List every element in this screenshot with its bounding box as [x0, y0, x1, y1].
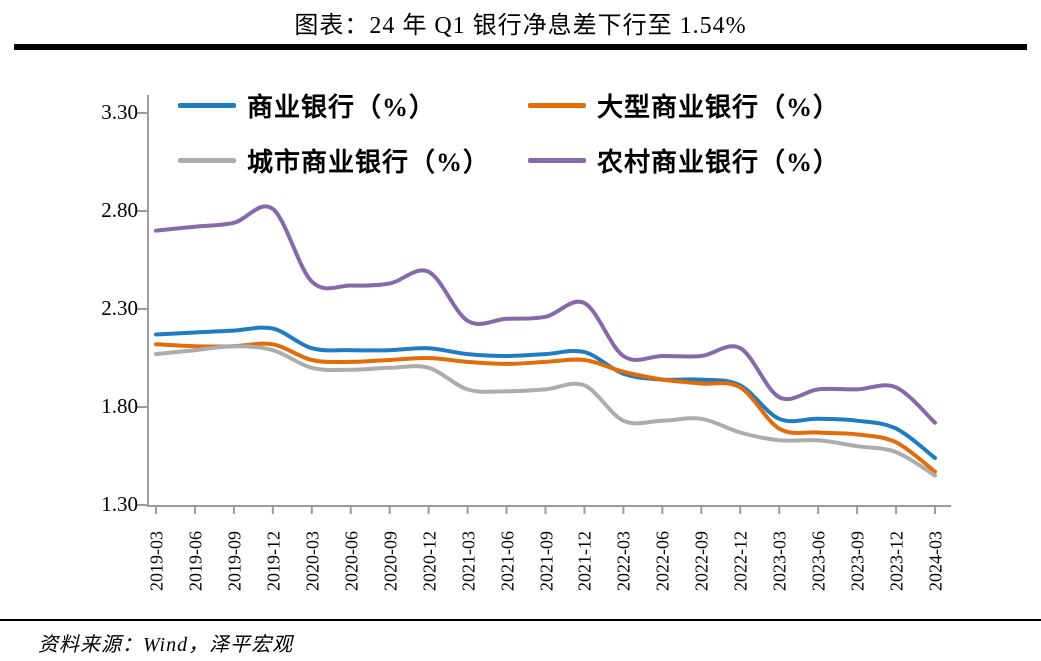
x-tick-label: 2019-06 [185, 531, 206, 591]
legend-item-large-commercial-banks: 大型商业银行（%） [528, 88, 840, 122]
legend-swatch-purple [528, 157, 586, 163]
x-tick-label: 2021-12 [574, 531, 595, 591]
x-tick-label: 2020-03 [302, 531, 323, 591]
series-line-3 [154, 204, 937, 425]
legend-swatch-blue [178, 102, 236, 108]
legend-label: 农村商业银行（%） [597, 147, 841, 177]
y-tick-label: 1.30 [101, 492, 138, 516]
x-tick-label: 2024-03 [925, 531, 946, 591]
y-tick-label: 3.30 [101, 100, 138, 124]
y-tick-label: 2.30 [101, 296, 138, 320]
x-tick-label: 2021-03 [458, 531, 479, 591]
series-line-0 [154, 325, 937, 460]
x-tick-label: 2023-09 [847, 531, 868, 591]
legend-label: 城市商业银行（%） [247, 147, 491, 177]
legend-item-commercial-banks: 商业银行（%） [178, 88, 436, 122]
title-divider-rule [14, 44, 1027, 50]
x-tick-label: 2020-12 [419, 531, 440, 591]
x-tick-label: 2022-06 [652, 531, 673, 591]
legend-label: 商业银行（%） [247, 92, 437, 122]
legend-label: 大型商业银行（%） [597, 92, 841, 122]
series-line-2 [154, 344, 937, 478]
x-tick-label: 2019-09 [224, 531, 245, 591]
x-tick-label: 2022-03 [613, 531, 634, 591]
x-tick-label: 2023-12 [886, 531, 907, 591]
x-tick-label: 2022-12 [730, 531, 751, 591]
chart-title: 图表：24 年 Q1 银行净息差下行至 1.54% [294, 13, 747, 39]
legend-item-rural-commercial-banks: 农村商业银行（%） [528, 143, 840, 177]
legend-swatch-gray [178, 157, 236, 163]
x-tick-label: 2021-06 [497, 531, 518, 591]
legend-item-city-commercial-banks: 城市商业银行（%） [178, 143, 490, 177]
y-tick-label: 2.80 [101, 198, 138, 222]
legend-swatch-orange [528, 102, 586, 108]
x-tick-label: 2020-09 [380, 531, 401, 591]
y-tick-label: 1.80 [101, 394, 138, 418]
footer-divider-rule [0, 619, 1041, 621]
x-tick-label: 2022-09 [691, 531, 712, 591]
x-tick-label: 2019-12 [263, 531, 284, 591]
x-tick-label: 2020-06 [341, 531, 362, 591]
x-tick-label: 2021-09 [536, 531, 556, 591]
x-tick-label: 2023-03 [769, 531, 790, 591]
x-tick-label: 2023-06 [808, 531, 829, 591]
series-line-1 [154, 341, 937, 474]
source-note: 资料来源：Wind，泽平宏观 [38, 634, 294, 656]
x-tick-label: 2019-03 [146, 531, 167, 591]
